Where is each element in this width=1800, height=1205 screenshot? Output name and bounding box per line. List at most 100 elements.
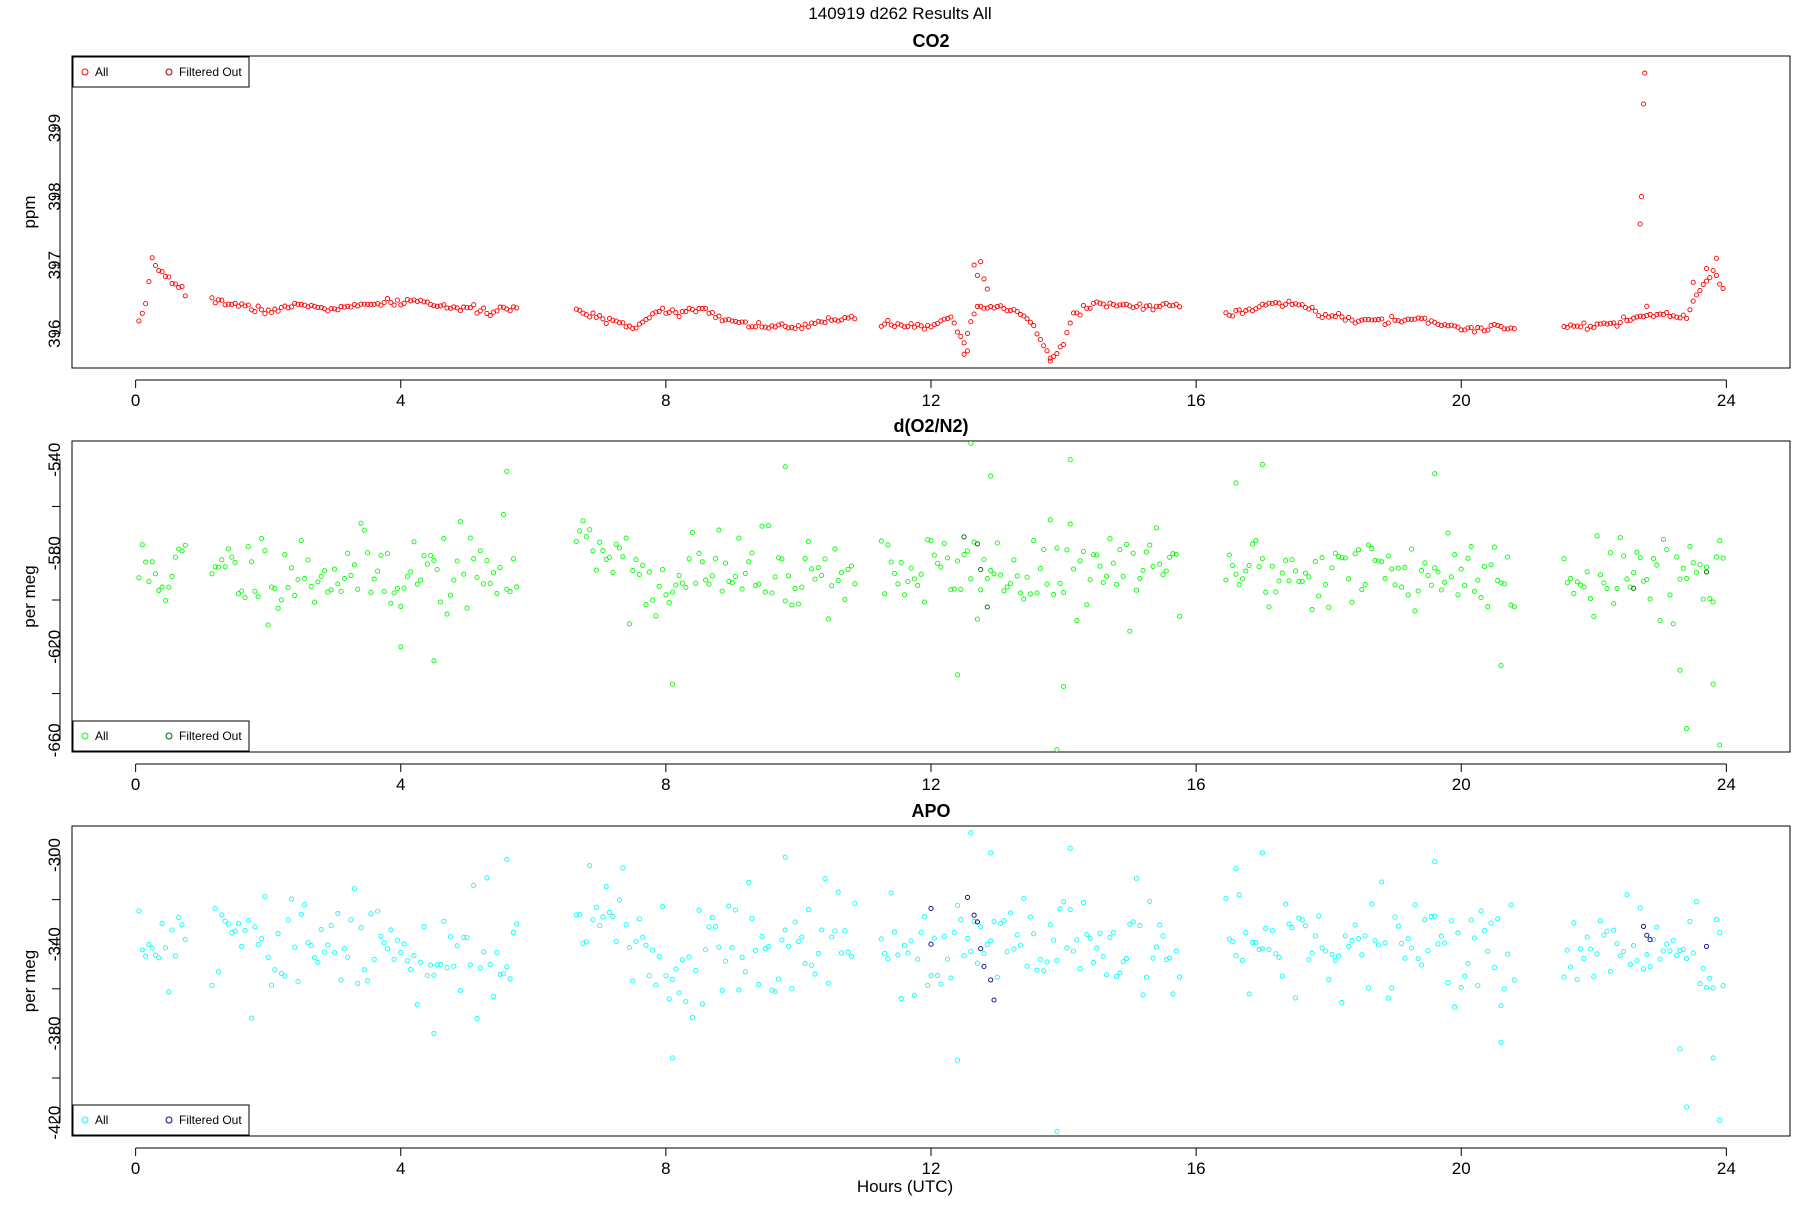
point-all xyxy=(1697,562,1703,568)
point-all xyxy=(915,583,921,589)
point-all xyxy=(1296,302,1302,308)
point-all xyxy=(1591,613,1597,620)
point-all xyxy=(693,967,699,974)
point-all xyxy=(1508,325,1514,331)
point-all xyxy=(1415,315,1421,321)
point-all xyxy=(1392,317,1398,323)
point-all xyxy=(1571,323,1577,329)
point-all xyxy=(1481,563,1487,569)
point-all xyxy=(444,305,450,311)
point-all xyxy=(1611,320,1617,326)
point-all xyxy=(1230,562,1236,568)
point-all xyxy=(799,584,805,590)
point-all xyxy=(964,548,971,554)
point-all xyxy=(669,1055,676,1061)
point-all xyxy=(1495,323,1501,329)
point-all xyxy=(1621,314,1627,320)
point-all xyxy=(510,304,516,310)
point-all xyxy=(1392,582,1398,588)
point-all xyxy=(1061,589,1067,595)
point-all xyxy=(1425,320,1431,326)
point-all xyxy=(1442,322,1448,328)
point-all xyxy=(984,576,990,582)
point-all xyxy=(265,307,271,313)
point-all xyxy=(1647,596,1653,602)
point-all xyxy=(461,304,467,310)
point-all xyxy=(1312,559,1318,565)
point-all xyxy=(1452,552,1458,558)
point-all xyxy=(265,622,271,628)
point-all xyxy=(1266,946,1272,953)
point-all xyxy=(215,564,222,570)
point-all xyxy=(729,945,735,951)
point-all xyxy=(1402,317,1408,323)
point-all xyxy=(805,907,811,913)
point-all xyxy=(1127,921,1133,927)
point-all xyxy=(640,319,646,325)
point-all xyxy=(471,556,477,562)
point-all xyxy=(994,974,1000,980)
panel-title: d(O2/N2) xyxy=(893,416,968,436)
point-all xyxy=(1631,943,1637,949)
point-all xyxy=(156,587,162,593)
point-all xyxy=(1720,983,1726,989)
point-all xyxy=(1501,581,1507,587)
point-all xyxy=(1690,560,1696,566)
point-all xyxy=(1687,543,1693,550)
point-all xyxy=(371,301,377,307)
point-all xyxy=(368,589,374,596)
point-all xyxy=(587,527,593,533)
point-all xyxy=(978,587,984,593)
point-all xyxy=(1054,545,1060,551)
point-all xyxy=(1087,577,1093,583)
point-all xyxy=(713,923,719,929)
point-all xyxy=(1037,957,1043,963)
point-all xyxy=(302,576,308,582)
point-all xyxy=(1031,538,1037,544)
point-all xyxy=(742,319,748,325)
point-all xyxy=(431,658,437,664)
point-all xyxy=(149,559,155,565)
point-all xyxy=(1677,667,1683,673)
point-all xyxy=(1044,959,1050,965)
point-all xyxy=(461,571,467,577)
point-all xyxy=(328,306,334,312)
point-all xyxy=(1322,581,1328,588)
point-all xyxy=(971,262,977,268)
point-all xyxy=(1385,995,1391,1001)
point-all xyxy=(600,316,606,322)
point-all xyxy=(361,967,367,973)
point-all xyxy=(1418,568,1425,574)
point-all xyxy=(259,535,265,541)
point-all xyxy=(829,934,835,940)
point-all xyxy=(365,978,371,984)
point-all xyxy=(1097,300,1103,306)
point-all xyxy=(792,586,798,592)
point-all xyxy=(1306,957,1312,963)
point-all xyxy=(209,982,215,988)
point-all xyxy=(1120,302,1126,308)
point-all xyxy=(1428,582,1434,588)
point-all xyxy=(1674,554,1680,560)
point-all xyxy=(1475,983,1481,989)
point-all xyxy=(1263,589,1269,595)
point-all xyxy=(1024,574,1030,580)
point-all xyxy=(994,304,1000,310)
point-all xyxy=(848,313,855,319)
point-all xyxy=(1601,932,1607,938)
point-all xyxy=(278,597,284,603)
point-all xyxy=(474,1016,480,1022)
point-all xyxy=(1362,316,1368,323)
point-all xyxy=(1471,588,1478,594)
point-all xyxy=(1309,950,1315,956)
point-all xyxy=(1100,301,1106,307)
point-all xyxy=(278,970,284,976)
point-all xyxy=(1442,579,1448,585)
point-all xyxy=(1594,533,1600,539)
point-all xyxy=(1253,537,1259,544)
point-all xyxy=(358,925,364,931)
point-all xyxy=(673,966,679,972)
point-all xyxy=(613,541,619,547)
point-all xyxy=(335,911,341,917)
point-all xyxy=(1011,557,1017,563)
